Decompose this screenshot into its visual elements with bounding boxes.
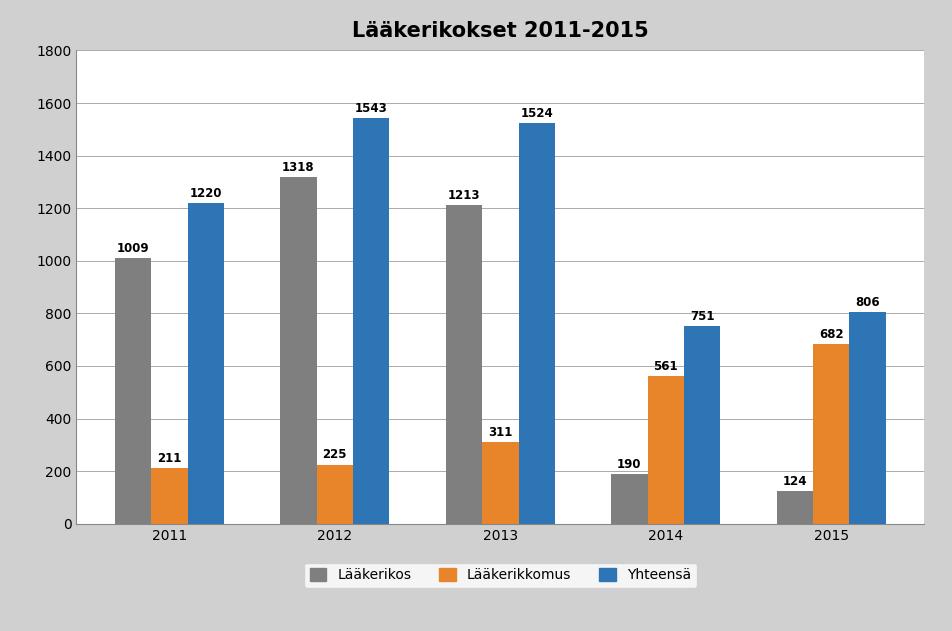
Bar: [114, 259, 151, 524]
Bar: [518, 123, 554, 524]
Text: 682: 682: [818, 328, 843, 341]
Bar: [812, 345, 848, 524]
Bar: [188, 203, 224, 524]
Text: 190: 190: [617, 457, 641, 471]
Text: 1318: 1318: [282, 161, 314, 174]
Text: 806: 806: [855, 296, 879, 309]
Bar: [482, 442, 518, 524]
Bar: [647, 376, 684, 524]
Legend: Lääkerikos, Lääkerikkomus, Yhteensä: Lääkerikos, Lääkerikkomus, Yhteensä: [304, 563, 696, 587]
Bar: [316, 464, 352, 524]
Bar: [776, 491, 812, 524]
Bar: [610, 474, 647, 524]
Text: 211: 211: [157, 452, 182, 465]
Bar: [280, 177, 316, 524]
Text: 751: 751: [689, 310, 714, 323]
Bar: [446, 205, 482, 524]
Text: 1213: 1213: [447, 189, 480, 202]
Bar: [151, 468, 188, 524]
Bar: [352, 118, 389, 524]
Text: 124: 124: [782, 475, 806, 488]
Text: 1009: 1009: [116, 242, 149, 256]
Bar: [684, 326, 720, 524]
Text: 1524: 1524: [520, 107, 552, 120]
Text: 561: 561: [653, 360, 678, 373]
Text: 225: 225: [323, 449, 347, 461]
Bar: [848, 312, 885, 524]
Text: 1220: 1220: [189, 187, 222, 200]
Text: 311: 311: [487, 426, 512, 439]
Text: 1543: 1543: [354, 102, 387, 115]
Title: Lääkerikokset 2011-2015: Lääkerikokset 2011-2015: [351, 21, 648, 40]
